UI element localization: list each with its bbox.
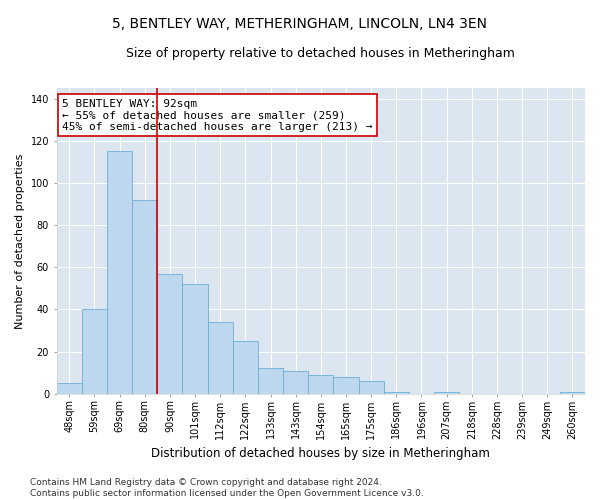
- Text: 5, BENTLEY WAY, METHERINGHAM, LINCOLN, LN4 3EN: 5, BENTLEY WAY, METHERINGHAM, LINCOLN, L…: [113, 18, 487, 32]
- Bar: [334, 377, 359, 394]
- Bar: [258, 368, 283, 394]
- Bar: [384, 392, 409, 394]
- Y-axis label: Number of detached properties: Number of detached properties: [15, 153, 25, 328]
- Bar: [132, 200, 157, 394]
- Text: 5 BENTLEY WAY: 92sqm
← 55% of detached houses are smaller (259)
45% of semi-deta: 5 BENTLEY WAY: 92sqm ← 55% of detached h…: [62, 99, 373, 132]
- Text: Contains HM Land Registry data © Crown copyright and database right 2024.
Contai: Contains HM Land Registry data © Crown c…: [30, 478, 424, 498]
- Title: Size of property relative to detached houses in Metheringham: Size of property relative to detached ho…: [127, 48, 515, 60]
- Bar: [434, 392, 459, 394]
- Bar: [208, 322, 233, 394]
- Bar: [182, 284, 208, 394]
- Bar: [82, 310, 107, 394]
- Bar: [283, 370, 308, 394]
- Bar: [233, 341, 258, 394]
- Bar: [107, 152, 132, 394]
- Bar: [560, 392, 585, 394]
- Bar: [359, 381, 384, 394]
- Bar: [56, 383, 82, 394]
- X-axis label: Distribution of detached houses by size in Metheringham: Distribution of detached houses by size …: [151, 447, 490, 460]
- Bar: [157, 274, 182, 394]
- Bar: [308, 375, 334, 394]
